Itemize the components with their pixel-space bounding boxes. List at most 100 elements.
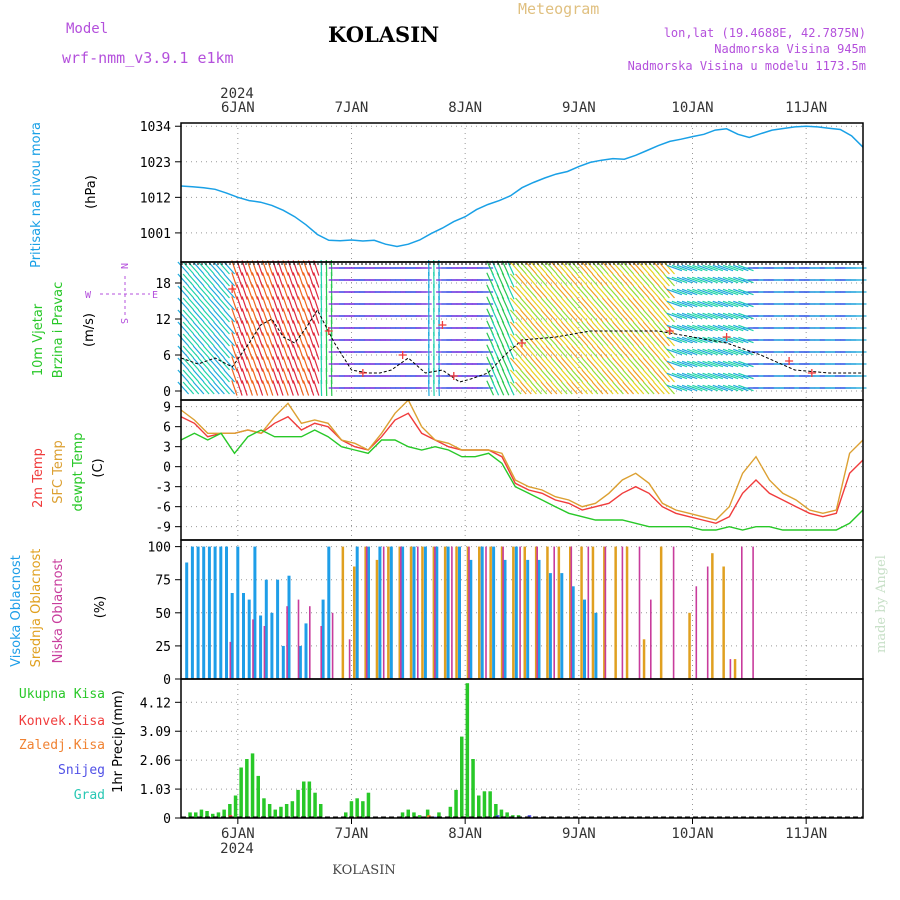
y-tick-label: 1034 bbox=[140, 120, 171, 135]
wind-arrow bbox=[617, 381, 629, 395]
wind-arrow bbox=[292, 260, 299, 276]
wind-arrow bbox=[187, 285, 200, 299]
wind-arrow bbox=[686, 384, 703, 392]
wind-arrow bbox=[686, 312, 703, 320]
cloud-bar bbox=[321, 599, 325, 679]
wind-arrow bbox=[658, 297, 670, 311]
wind-arrow bbox=[722, 276, 739, 284]
wind-arrow bbox=[632, 297, 645, 311]
cloud-bar bbox=[196, 546, 200, 679]
wind-arrow bbox=[267, 344, 274, 360]
wind-arrow bbox=[697, 264, 713, 272]
wind-arrow bbox=[658, 357, 670, 371]
precip-bar bbox=[361, 801, 365, 818]
wind-arrow bbox=[256, 380, 264, 396]
wind-arrow bbox=[272, 356, 279, 372]
wind-arrow bbox=[208, 309, 220, 323]
wind-arrow bbox=[717, 288, 734, 296]
precip-ylabel: 1hr Precip bbox=[111, 727, 126, 793]
wind-arrow bbox=[535, 357, 548, 371]
cloud-bar bbox=[304, 623, 308, 679]
wind-arrow bbox=[733, 348, 749, 356]
wind-arrow bbox=[246, 284, 253, 300]
precip-bar bbox=[499, 809, 504, 818]
cloud-bar bbox=[364, 546, 367, 679]
wind-arrow bbox=[525, 321, 537, 335]
wind-arrow bbox=[627, 297, 640, 311]
wind-arrow bbox=[313, 260, 320, 276]
elevation: Nadmorska Visina 945m bbox=[714, 42, 866, 56]
wind-arrow bbox=[246, 272, 253, 288]
wind-arrow bbox=[213, 333, 225, 347]
wind-arrow bbox=[648, 369, 660, 383]
day-label-bottom: 6JAN bbox=[221, 826, 255, 842]
wind-arrow bbox=[256, 260, 264, 276]
wind-arrow bbox=[530, 345, 542, 359]
wind-arrow bbox=[576, 297, 589, 311]
wind-arrow bbox=[530, 261, 542, 275]
cloud-bar bbox=[650, 599, 652, 679]
wind-arrow bbox=[648, 357, 660, 371]
cloud-bar bbox=[489, 546, 492, 679]
wind-arrow bbox=[182, 261, 195, 275]
wind-arrow bbox=[722, 264, 739, 272]
wind-arrow bbox=[203, 345, 215, 359]
y-tick-label: 75 bbox=[155, 574, 171, 589]
wind-arrow bbox=[550, 273, 563, 287]
wind-arrow bbox=[256, 320, 264, 336]
wind-arrow bbox=[256, 296, 264, 312]
wind-arrow bbox=[251, 380, 259, 396]
wind-arrow bbox=[197, 357, 210, 371]
wind-arrow bbox=[642, 285, 655, 299]
wind-arrow bbox=[692, 348, 708, 356]
wind-arrow bbox=[686, 264, 703, 272]
wind-arrow bbox=[182, 273, 195, 287]
wind-arrow bbox=[571, 333, 583, 347]
cloud-ylabel2: Srednja Oblacnost bbox=[29, 549, 44, 668]
wind-arrow bbox=[632, 381, 645, 395]
wind-arrow bbox=[208, 285, 220, 299]
wind-arrow bbox=[717, 312, 734, 320]
cloud-bar bbox=[229, 641, 232, 679]
precip-bar bbox=[262, 798, 266, 818]
wind-arrow bbox=[566, 381, 578, 395]
wind-arrow bbox=[287, 272, 294, 288]
cloud-bar bbox=[382, 546, 385, 679]
cloud-bar bbox=[711, 553, 714, 679]
wind-arrow bbox=[218, 345, 230, 359]
wind-arrow bbox=[617, 333, 629, 347]
wind-arrow bbox=[702, 312, 718, 320]
wind-arrow bbox=[627, 357, 640, 371]
cloud-bar bbox=[523, 546, 526, 679]
wind-arrow bbox=[256, 344, 264, 360]
wind-arrow bbox=[712, 288, 729, 296]
wind-arrow bbox=[707, 384, 724, 392]
wind-arrow bbox=[261, 296, 269, 312]
wind-arrow bbox=[642, 333, 655, 347]
temp-line-2 bbox=[180, 429, 864, 531]
wind-arrow bbox=[712, 312, 729, 320]
wind-gust-marker bbox=[518, 339, 526, 347]
wind-arrow bbox=[261, 380, 269, 396]
cloud-bar bbox=[443, 546, 447, 679]
wind-arrow bbox=[256, 284, 264, 300]
y-tick-label: -6 bbox=[155, 501, 171, 516]
wind-arrow bbox=[622, 369, 635, 383]
wind-arrow bbox=[727, 324, 744, 332]
cloud-bar bbox=[400, 546, 402, 679]
marks-layer bbox=[177, 125, 867, 818]
wind-arrow bbox=[602, 285, 614, 299]
y-tick-label: 3 bbox=[163, 441, 171, 456]
wind-arrow bbox=[282, 308, 289, 324]
wind-arrow bbox=[515, 285, 527, 299]
wind-arrow bbox=[203, 333, 215, 347]
cloud-bar bbox=[729, 659, 732, 679]
wind-arrow bbox=[313, 332, 320, 348]
wind-arrow bbox=[727, 276, 744, 284]
wind-arrow bbox=[287, 356, 294, 372]
wind-arrow bbox=[197, 369, 210, 383]
wind-arrow bbox=[241, 284, 248, 300]
wind-arrow bbox=[617, 297, 629, 311]
wind-arrow bbox=[707, 276, 724, 284]
